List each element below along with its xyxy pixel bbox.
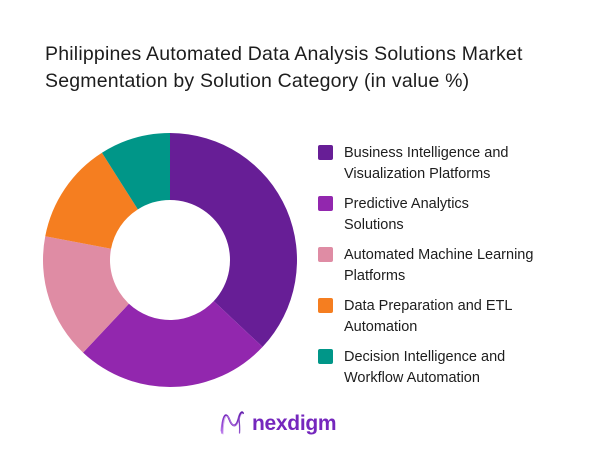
legend-swatch xyxy=(318,196,333,211)
nexdigm-logo: nexdigm xyxy=(217,405,337,443)
legend-item: Predictive Analytics Solutions xyxy=(318,194,533,236)
legend-swatch xyxy=(318,349,333,364)
donut-chart-svg xyxy=(43,133,297,387)
legend-item: Business Intelligence and Visualization … xyxy=(318,143,533,185)
nexdigm-n-wave-icon xyxy=(217,405,245,443)
legend-item: Automated Machine Learning Platforms xyxy=(318,245,533,287)
donut-chart xyxy=(40,130,300,390)
legend-label: Data Preparation and ETL Automation xyxy=(344,298,513,335)
legend-label: Decision Intelligence and Workflow Autom… xyxy=(344,349,506,386)
chart-title-line1: Philippines Automated Data Analysis Solu… xyxy=(45,43,523,65)
nexdigm-wordmark: nexdigm xyxy=(252,412,337,435)
donut-slice-3 xyxy=(43,236,129,353)
legend-label: Automated Machine Learning Platforms xyxy=(344,247,534,284)
legend-label: Business Intelligence and Visualization … xyxy=(344,145,509,182)
legend-item: Decision Intelligence and Workflow Autom… xyxy=(318,347,533,389)
donut-slice-4 xyxy=(45,152,138,249)
donut-slice-2 xyxy=(83,301,263,387)
donut-slice-5 xyxy=(101,133,170,210)
chart-title-line2: Segmentation by Solution Category (in va… xyxy=(45,69,470,92)
legend-item: Data Preparation and ETL Automation xyxy=(318,296,533,338)
legend-label: Predictive Analytics Solutions xyxy=(344,196,469,233)
donut-slice-1 xyxy=(170,133,297,347)
legend: Business Intelligence and Visualization … xyxy=(318,143,533,389)
legend-swatch xyxy=(318,247,333,262)
chart-title: Philippines Automated Data Analysis Solu… xyxy=(45,41,523,94)
legend-swatch xyxy=(318,298,333,313)
legend-swatch xyxy=(318,145,333,160)
